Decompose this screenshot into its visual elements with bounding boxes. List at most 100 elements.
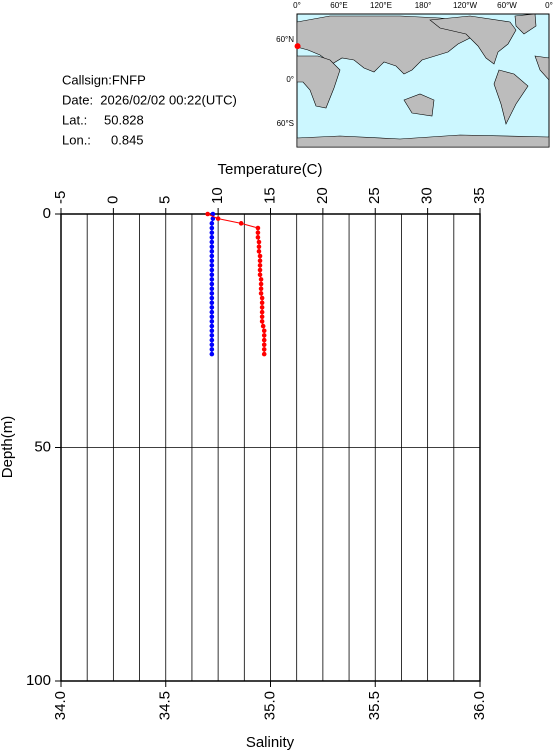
profile-point [209,244,215,249]
profile-point [209,230,215,235]
x2-tick-label: 30 [419,187,436,204]
profile-point [209,351,215,357]
lon-value: 0.845 [111,132,144,147]
profile-point [258,291,264,296]
map-lat-label: 0° [286,75,294,84]
profile-point [209,342,215,348]
profile-point [261,347,267,352]
profile-point [209,281,215,287]
profile-point [209,300,215,306]
lon-label: Lon.: [62,132,91,147]
profile-point [209,333,215,338]
date: Date: 2026/02/02 00:22(UTC) [62,92,237,107]
profile-point [257,258,263,264]
profile-point [256,249,262,254]
profile-point [209,305,215,310]
x2-tick-label: 20 [314,187,331,204]
profile-point [261,328,267,334]
map-lon-label: 60°E [330,1,347,10]
map-land [429,15,517,65]
profile-point [210,211,216,217]
profile-point [238,221,244,226]
profile-point [258,277,264,282]
profile-point [209,277,215,282]
map-lon-label: 60°W [497,1,517,10]
profile-point [259,309,265,315]
map-lat-label: 60°N [276,35,294,44]
x2-tick-label: 35 [471,187,488,204]
profile-point [259,319,265,324]
profile-point [209,314,215,320]
x-tick-label: 36.0 [471,691,488,720]
profile-point [209,309,215,315]
profile-point [209,295,215,301]
profile-point [259,295,265,301]
map-lon-label: 120°W [453,1,478,10]
map-land [296,55,341,109]
x-title: Salinity [246,734,295,751]
profile-point [257,253,263,259]
x-tick-label: 35.0 [261,691,278,720]
profile-point [256,244,262,249]
profile-point [258,281,264,287]
profile-line [207,213,265,355]
profile-point [209,286,215,292]
profile-point [209,249,215,254]
x2-tick-label: 15 [261,187,278,204]
profile-point [209,253,215,259]
profile-point [260,323,266,329]
profile-point [261,342,267,348]
map-land [296,134,550,148]
y-tick-label: 100 [26,672,51,689]
map-lon-label: 0° [293,1,301,10]
profile-point [209,319,215,324]
profile-point [258,286,264,292]
y-tick-label: 50 [34,438,51,455]
profile-point [209,239,215,245]
profile-point [257,267,263,273]
profile-point [209,225,215,231]
profile-point [209,221,215,226]
x2-title: Temperature(C) [217,161,322,178]
map-land [403,93,435,117]
profile-point [261,337,267,343]
profile-point [209,347,215,352]
profile-point [259,305,265,310]
map-lon-label: 180° [415,1,432,10]
x2-tick-label: 0 [104,196,121,204]
x2-tick-label: 25 [366,187,383,204]
profile-point [261,333,267,338]
map-lon-label: 0° [545,1,553,10]
profile-point [255,235,261,240]
profile-point [205,211,210,217]
profile-point [209,328,215,334]
profile-point [209,337,215,343]
y-title: Depth(m) [0,416,16,479]
x-tick-label: 34.5 [157,691,174,720]
profile-point [257,272,263,278]
callsign: Callsign:FNFP [62,72,146,87]
y-tick-label: 0 [43,205,51,222]
map-land [534,55,550,81]
map-lon-label: 120°E [370,1,392,10]
world-map [296,13,550,148]
profile-point [209,323,215,329]
x-tick-label: 35.5 [366,691,383,720]
map-lat-label: 60°S [277,119,294,128]
x2-tick-label: -5 [52,191,69,204]
profile-point [209,235,215,240]
lat-value: 50.828 [104,112,144,127]
profile-point [209,291,215,296]
profile-point [261,351,267,357]
map-land [493,69,529,125]
profile-point [257,263,263,268]
profile-point [259,300,265,306]
profile-point [209,263,215,268]
station-marker [294,43,301,50]
profile-point [256,239,262,245]
profile-point [210,216,216,221]
profile-point [209,272,215,278]
x2-tick-label: 10 [209,187,226,204]
profile-point [259,314,265,320]
